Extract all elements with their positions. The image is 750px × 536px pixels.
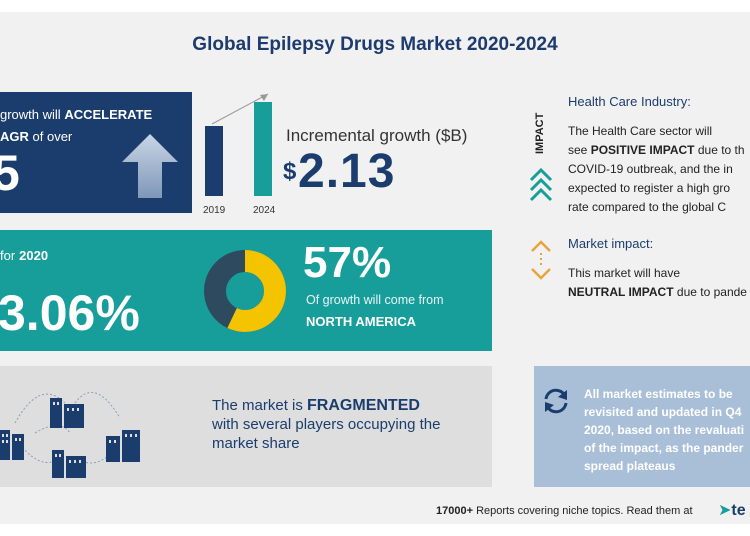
fragmented-line3: market share — [212, 435, 300, 452]
growth-line1-text: growth will — [0, 107, 61, 122]
fragmented-line2: with several players occupying the — [212, 416, 441, 433]
growth-line1-bold: ACCELERATE — [64, 107, 153, 122]
impact-vertical-label: IMPACT — [534, 112, 546, 154]
yoy-year: 2020 — [19, 248, 49, 263]
refresh-icon — [544, 388, 568, 414]
neutral-impact-chevron-icon — [531, 240, 551, 280]
bar-label-2024: 2024 — [253, 205, 276, 216]
buildings-network-icon — [0, 392, 140, 478]
yoy-label: for — [0, 248, 16, 263]
positive-impact-chevron-icon — [529, 167, 553, 202]
growth-accelerate-box: growth will ACCELERATE AGR of over 5 — [0, 92, 192, 213]
footer-report-count: 17000+ — [436, 505, 474, 517]
estimates-note-text: All market estimates to be revisited and… — [584, 387, 745, 473]
cagr-value: 5 — [0, 145, 20, 201]
growth-bars: 2019 2024 — [198, 86, 286, 216]
regional-share-value: 57% — [303, 238, 392, 287]
yoy-growth-box: for 2020 3.06% 57% Of growth will come fr… — [0, 230, 492, 351]
fragmented-prefix: The market is — [212, 397, 303, 414]
market-impact-title: Market impact: — [568, 236, 654, 251]
trend-arrow-icon — [211, 93, 269, 125]
health-care-title: Health Care Industry: — [568, 94, 691, 109]
page-title: Global Epilepsy Drugs Market 2020-2024 — [192, 34, 558, 55]
region-name: NORTH AMERICA — [306, 314, 417, 329]
bar-2024 — [254, 102, 272, 196]
bar-label-2019: 2019 — [203, 205, 226, 216]
incremental-growth-value: 2.13 — [298, 145, 396, 198]
up-arrow-icon — [122, 134, 178, 198]
yoy-value: 3.06% — [0, 285, 140, 341]
market-impact-text: This market will have NEUTRAL IMPACT due… — [568, 266, 747, 299]
growth-line2-bold: AGR — [0, 129, 29, 144]
logo-mark-icon: ➤ — [718, 502, 732, 519]
footer-description: Reports covering niche topics. Read them… — [476, 505, 693, 517]
health-care-text: The Health Care sector will see POSITIVE… — [568, 124, 745, 214]
regional-share-text: Of growth will come from — [306, 293, 444, 307]
footer-text: 17000+ Reports covering niche topics. Re… — [436, 505, 693, 517]
bar-2019 — [205, 126, 223, 196]
market-fragmented-box: The market is FRAGMENTED with several pl… — [0, 366, 492, 487]
growth-line2-text: of over — [32, 129, 73, 144]
incremental-growth-label: Incremental growth ($B) — [286, 126, 468, 145]
brand-logo[interactable]: ➤te — [718, 502, 746, 519]
estimates-note-box: All market estimates to be revisited and… — [534, 366, 750, 487]
fragmented-keyword: FRAGMENTED — [307, 397, 420, 414]
donut-chart-icon — [204, 250, 286, 332]
incremental-dollar-sign: $ — [283, 158, 297, 185]
